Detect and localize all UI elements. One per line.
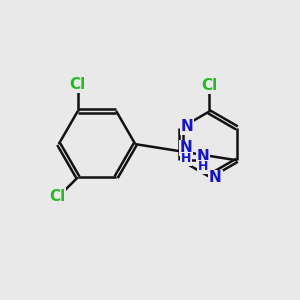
Text: Cl: Cl xyxy=(49,189,65,204)
Text: H: H xyxy=(181,152,191,165)
Text: N: N xyxy=(180,140,193,155)
Text: N: N xyxy=(181,119,194,134)
Text: N: N xyxy=(196,149,209,164)
Text: H: H xyxy=(198,160,208,173)
Text: Cl: Cl xyxy=(201,78,217,93)
Text: Cl: Cl xyxy=(70,77,86,92)
Text: N: N xyxy=(209,170,222,185)
